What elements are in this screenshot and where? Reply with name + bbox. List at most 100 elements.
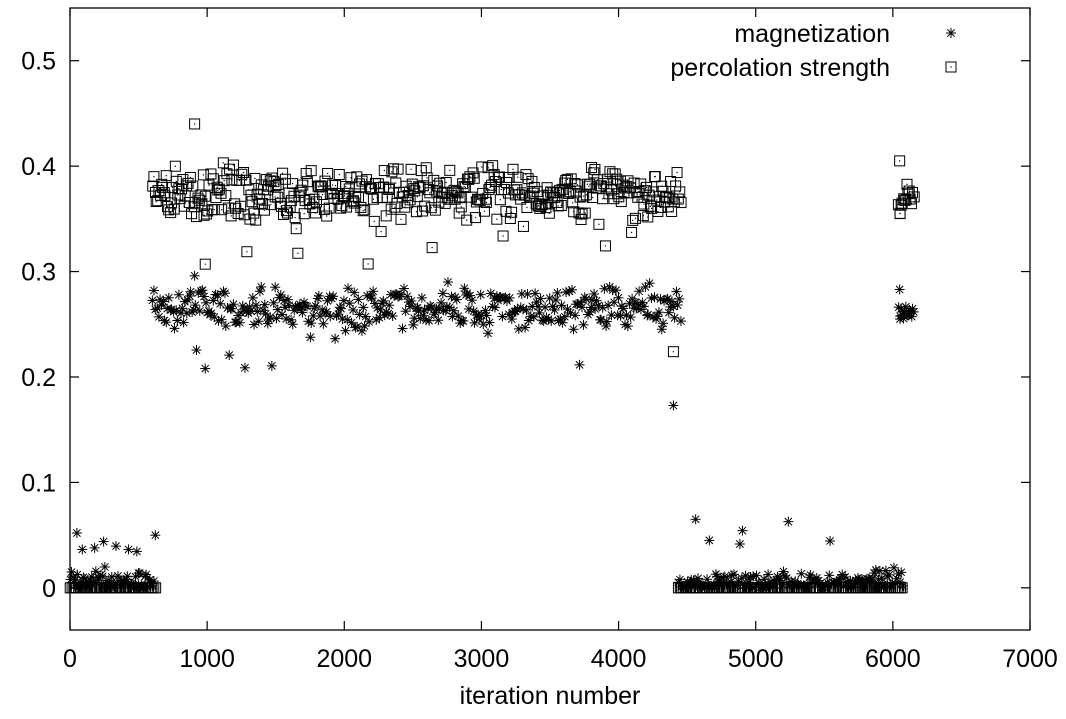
magnetization-point <box>253 316 264 327</box>
x-axis: 0 1000 2000 3000 4000 5000 6000 7000 <box>63 8 1058 673</box>
magnetization-point <box>248 319 259 330</box>
percolation-point <box>459 181 471 193</box>
x-tick-label: 7000 <box>1002 645 1058 673</box>
magnetization-point <box>436 297 447 308</box>
magnetization-point <box>256 281 267 292</box>
magnetization-point <box>424 315 435 326</box>
percolation-point <box>181 180 193 192</box>
percolation-point <box>562 187 574 199</box>
magnetization-point <box>637 297 648 308</box>
percolation-point <box>195 189 207 201</box>
magnetization-point <box>570 310 581 321</box>
magnetization-point <box>275 289 286 300</box>
percolation-point <box>169 160 181 172</box>
magnetization-point <box>437 288 448 299</box>
magnetization-point <box>99 561 110 572</box>
percolation-point <box>355 201 367 213</box>
percolation-point <box>900 194 912 206</box>
percolation-point <box>156 178 168 190</box>
magnetization-point <box>451 294 462 305</box>
percolation-point <box>425 202 437 214</box>
magnetization-point <box>751 570 762 581</box>
percolation-point <box>333 169 345 181</box>
percolation-point <box>576 208 588 220</box>
magnetization-point <box>123 544 134 555</box>
percolation-point <box>225 210 237 222</box>
percolation-point <box>367 193 379 205</box>
magnetization-point <box>234 317 245 328</box>
magnetization-point <box>338 295 349 306</box>
percolation-point <box>270 179 282 191</box>
magnetization-point <box>271 313 282 324</box>
magnetization-point <box>349 287 360 298</box>
percolation-point <box>217 157 229 169</box>
legend-marker-percolation-strength <box>945 61 957 73</box>
plot-marks <box>64 118 920 594</box>
percolation-point <box>588 167 600 179</box>
percolation-point <box>241 246 253 258</box>
percolation-point <box>424 187 436 199</box>
y-tick-label: 0.5 <box>21 48 56 76</box>
magnetization-point <box>416 292 427 303</box>
magnetization-point <box>397 323 408 334</box>
percolation-point <box>626 226 638 238</box>
percolation-point <box>629 212 641 224</box>
magnetization-point <box>190 300 201 311</box>
magnetization-point <box>433 315 444 326</box>
magnetization-point <box>884 569 895 580</box>
percolation-point <box>574 191 586 203</box>
magnetization-point <box>825 535 836 546</box>
magnetization-point <box>613 292 624 303</box>
percolation-point <box>520 169 532 181</box>
magnetization-point <box>704 535 715 546</box>
percolation-point <box>331 187 343 199</box>
magnetization-point <box>219 288 230 299</box>
percolation-point <box>321 210 333 222</box>
magnetization-point <box>467 295 478 306</box>
percolation-point <box>165 197 177 209</box>
magnetization-point <box>306 318 317 329</box>
magnetization-point <box>674 293 685 304</box>
magnetization-point <box>189 270 200 281</box>
percolation-point <box>674 186 686 198</box>
magnetization-point <box>98 536 109 547</box>
x-tick-label: 5000 <box>728 645 784 673</box>
percolation-point <box>675 197 687 209</box>
magnetization-point <box>148 285 159 296</box>
percolation-point <box>455 201 467 213</box>
magnetization-point <box>141 569 152 580</box>
percolation-point <box>268 176 280 188</box>
magnetization-point <box>586 302 597 313</box>
percolation-point <box>641 181 653 193</box>
percolation-point <box>649 170 661 182</box>
percolation-point <box>148 171 160 183</box>
magnetization-point <box>348 304 359 315</box>
percolation-point <box>657 185 669 197</box>
percolation-point <box>395 213 407 225</box>
magnetization-point <box>601 316 612 327</box>
magnetization-point <box>86 571 97 582</box>
percolation-point <box>378 165 390 177</box>
y-tick-label: 0.3 <box>21 259 56 287</box>
magnetization-point <box>609 297 620 308</box>
magnetization-point <box>220 321 231 332</box>
percolation-point <box>262 184 274 196</box>
percolation-point <box>160 170 172 182</box>
percolation-point <box>526 175 538 187</box>
magnetization-point <box>280 302 291 313</box>
percolation-point <box>290 223 302 235</box>
magnetization-point <box>300 300 311 311</box>
percolation-point <box>202 205 214 217</box>
magnetization-point <box>325 311 336 322</box>
percolation-point <box>272 191 284 203</box>
percolation-point <box>224 163 236 175</box>
percolation-point <box>235 200 247 212</box>
magnetization-point <box>576 302 587 313</box>
magnetization-point <box>734 539 745 550</box>
magnetization-point <box>574 359 585 370</box>
y-tick-label: 0.2 <box>21 364 56 392</box>
percolation-point <box>470 212 482 224</box>
percolation-point <box>359 204 371 216</box>
percolation-point <box>567 197 579 209</box>
magnetization-point <box>652 311 663 322</box>
